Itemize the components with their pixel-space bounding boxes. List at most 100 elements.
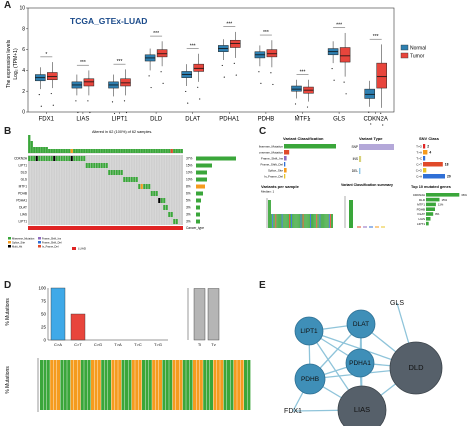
- top-gene-percent: 15%: [442, 198, 448, 202]
- outlier-point: [235, 74, 237, 76]
- outlier-point: [38, 93, 40, 96]
- top-gene-label: LIAS: [418, 217, 425, 221]
- legend-label-normal: Normal: [410, 46, 426, 52]
- top-bar: [33, 147, 36, 153]
- top-bar: [110, 149, 113, 153]
- vps-bar: [294, 214, 296, 228]
- top-bar: [155, 149, 158, 153]
- top-gene-bar: [426, 217, 431, 221]
- panel-letter-e: E: [259, 280, 266, 291]
- percent-label: 3%: [186, 213, 191, 217]
- top-bar: [168, 149, 171, 153]
- outlier-point: [187, 102, 189, 104]
- top-bar: [40, 147, 43, 153]
- snv-category-label: T>G: [416, 145, 423, 149]
- spectrum-sample-bar: [43, 360, 47, 410]
- vc-category-label: Frame_Shift_Del: [260, 163, 283, 167]
- vps-bar: [280, 214, 282, 228]
- top-gene-bar: [426, 212, 434, 216]
- variants-per-sample-subtitle: Median: 1: [261, 190, 275, 194]
- top-bar: [103, 149, 106, 153]
- vps-bar: [303, 214, 305, 228]
- x-tick-label: GLS: [333, 117, 345, 123]
- significance-label: ***: [336, 23, 342, 29]
- vps-bar: [283, 214, 285, 228]
- node-label-pdha1: PDHA1: [349, 360, 371, 367]
- vps-bar: [296, 214, 298, 228]
- panel-letter-b: B: [4, 126, 12, 137]
- top-gene-percent: 8%: [435, 212, 440, 216]
- x-tick-label: T>C: [134, 342, 142, 347]
- top-gene-label: DLD: [419, 198, 426, 202]
- mutation-summary: Variant Classification Variant Type SNV …: [259, 136, 467, 228]
- top-bar: [75, 149, 78, 153]
- significance-label: ***: [373, 34, 379, 40]
- vc-bar: [284, 174, 286, 179]
- y-tick-label: 25: [41, 325, 47, 330]
- mutation-cell: [33, 156, 36, 161]
- legend-label: Splice_Site: [12, 240, 26, 244]
- gene-label: LIPT1: [18, 164, 27, 168]
- vc-category-label: Splice_Site: [268, 169, 283, 173]
- percent-label: 10%: [186, 178, 193, 182]
- box-normal: [364, 88, 375, 99]
- mutation-cell: [113, 170, 116, 175]
- spectrum-sample-bar: [53, 360, 57, 410]
- snv-category-label: C>G: [416, 169, 423, 173]
- titv-label: Ti: [198, 342, 201, 347]
- outlier-point: [368, 111, 370, 113]
- legend-swatch-tumor: [400, 52, 409, 59]
- significance-label: ***: [263, 30, 269, 36]
- spectrum-sample-bar: [172, 360, 176, 410]
- top-bar: [145, 149, 148, 153]
- vc-bar: [284, 144, 336, 149]
- spectrum-sample-bar: [193, 360, 196, 410]
- outlier-point: [260, 82, 262, 84]
- top10-title: Top 10 mutated genes: [411, 185, 451, 189]
- outlier-point: [89, 111, 91, 114]
- spectrum-sample-bar: [114, 360, 118, 410]
- vps-bar: [282, 214, 284, 228]
- spectrum-sample-bar: [74, 360, 77, 410]
- mutation-spectrum: % Mutations % Mutations 0 25 50 75 100 C>A C>T…: [5, 286, 251, 412]
- spectrum-sample-bar: [186, 360, 190, 410]
- node-label-dlat: DLAT: [353, 321, 369, 328]
- vc-category-label: Frame_Shift_Ins: [261, 157, 284, 161]
- spectrum-sample-bar: [165, 360, 169, 410]
- boxplot-chart: TCGA_GTEx-LUAD The expression levels Log…: [6, 6, 426, 126]
- node-lias: [337, 385, 387, 426]
- top-bar: [48, 149, 51, 153]
- vps-bar: [284, 214, 286, 228]
- outlier-point: [380, 112, 382, 114]
- mutation-cell: [60, 156, 63, 161]
- significance-label: ***: [153, 31, 159, 37]
- vc-bar: [284, 156, 287, 161]
- significance-label: *: [45, 52, 47, 58]
- gene-freq-bar: [196, 156, 236, 161]
- vps-bar: [314, 214, 316, 228]
- x-tick-label: MTF1: [295, 117, 311, 123]
- mutation-cell: [78, 156, 81, 161]
- top-bar: [83, 149, 86, 153]
- mutation-cell: [135, 177, 138, 182]
- percent-label: 8%: [186, 185, 191, 189]
- snv-category-label: T>A: [416, 151, 422, 155]
- box-tumor: [83, 78, 95, 87]
- spectrum-sample-bar: [244, 360, 247, 410]
- mutation-cell: [103, 163, 106, 168]
- spectrum-sample-bar: [203, 360, 207, 410]
- mutation-cell: [43, 156, 46, 161]
- mutation-cell: [173, 219, 176, 224]
- plot-frame: [27, 7, 395, 113]
- cancer-type-label: Cancer_type: [186, 226, 204, 230]
- vps-bar: [328, 214, 330, 228]
- spectrum-sample-bar: [155, 360, 159, 410]
- mutation-cell: [125, 177, 128, 182]
- legend-swatch: [8, 237, 11, 240]
- gene-freq-bar: [196, 191, 203, 196]
- snv-bar: [423, 168, 427, 173]
- legend-label: Missense_Mutation: [12, 236, 35, 240]
- top-bar: [85, 149, 88, 153]
- percent-label: 6%: [186, 192, 191, 196]
- vps-bar: [285, 214, 287, 228]
